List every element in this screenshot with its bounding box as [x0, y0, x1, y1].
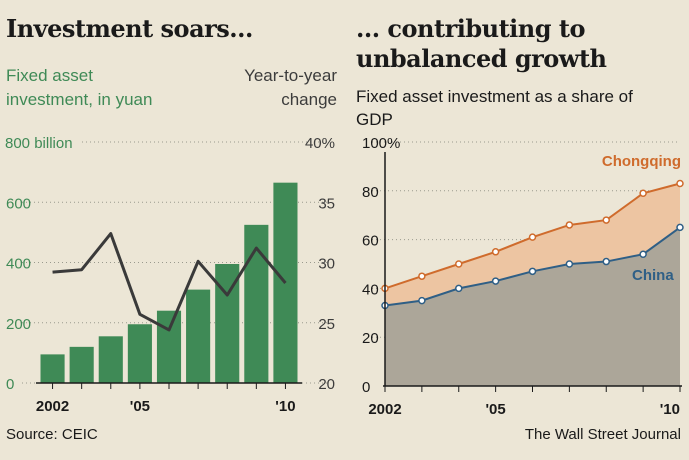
right-y-tick-label: 20 [318, 376, 335, 393]
right-y-top-label: 40% [305, 135, 335, 152]
chongqing-point [639, 189, 647, 197]
chongqing-point [528, 233, 537, 241]
china-point [565, 260, 574, 268]
right-chart: 0 20 40 60 80 100% 2002 '05 '10 Chongqing China [362, 135, 684, 418]
right-subtitle-line1: Fixed asset investment as a share of [356, 87, 633, 106]
left-chart-axes: 0 200 400 600 800 billion 20 25 30 35 40% 2002 '05 '… [5, 135, 335, 415]
chongqing-point [602, 216, 610, 224]
yoy-change-line [52, 232, 287, 332]
right-y-tick-label: 30 [318, 256, 335, 273]
right-y-tick-label: 100% [362, 135, 400, 152]
right-y-tick-label: 0 [362, 379, 370, 396]
left-headline: Investment soars... [6, 14, 253, 43]
china-point [418, 296, 426, 305]
investment-bar [186, 289, 211, 383]
china-point [676, 223, 684, 232]
left-y-tick-label: 0 [6, 376, 14, 393]
left-x-tick-label: '10 [275, 398, 295, 415]
chongqing-point [455, 260, 463, 268]
china-point [528, 267, 537, 276]
source-note: Source: CEIC [6, 426, 98, 443]
right-subtitle-line2: GDP [356, 110, 393, 129]
china-point [602, 257, 610, 266]
left-y-tick-label: 400 [6, 256, 31, 273]
left-chart-line [52, 232, 287, 332]
left-axis-title-line2: investment, in yuan [6, 90, 153, 109]
right-x-tick-label: '10 [660, 401, 680, 418]
left-y-top-label: 800 billion [5, 135, 73, 152]
right-y-tick-label: 40 [362, 281, 379, 298]
investment-bar [156, 310, 182, 383]
right-x-tick-label: '05 [485, 401, 505, 418]
right-y-tick-label: 80 [362, 184, 379, 201]
right-y-tick-label: 20 [362, 330, 379, 347]
investment-bar [127, 324, 152, 383]
china-point [491, 277, 500, 285]
investment-bar [69, 346, 94, 383]
investment-bar [244, 224, 269, 383]
china-point [639, 250, 647, 258]
right-axis-title-line1: Year-to-year [244, 66, 337, 85]
chongqing-point [676, 179, 684, 188]
chongqing-point [491, 248, 500, 256]
right-y-tick-label: 25 [318, 316, 335, 333]
right-x-tick-label: 2002 [368, 401, 401, 418]
chongqing-point [418, 272, 426, 280]
left-axis-title-line1: Fixed asset [6, 66, 93, 85]
investment-bar [98, 336, 123, 383]
china-label: China [632, 267, 674, 284]
left-y-tick-label: 200 [6, 316, 31, 333]
left-x-tick-label: '05 [130, 398, 150, 415]
right-y-tick-label: 35 [318, 195, 335, 212]
chongqing-label: Chongqing [602, 153, 681, 170]
chongqing-point [565, 221, 574, 229]
left-chart-bars [40, 182, 298, 383]
china-area [385, 227, 680, 386]
left-x-tick-label: 2002 [36, 398, 69, 415]
right-headline-line2: unbalanced growth [356, 44, 607, 73]
china-point [455, 284, 463, 293]
left-y-tick-label: 600 [6, 195, 31, 212]
right-axis-title-line2: change [281, 90, 337, 109]
right-headline-line1: ... contributing to [356, 14, 585, 43]
chongqing-gap-area [385, 183, 680, 306]
investment-bar [40, 354, 65, 383]
credit-note: The Wall Street Journal [524, 426, 681, 443]
right-y-tick-label: 60 [362, 233, 379, 250]
